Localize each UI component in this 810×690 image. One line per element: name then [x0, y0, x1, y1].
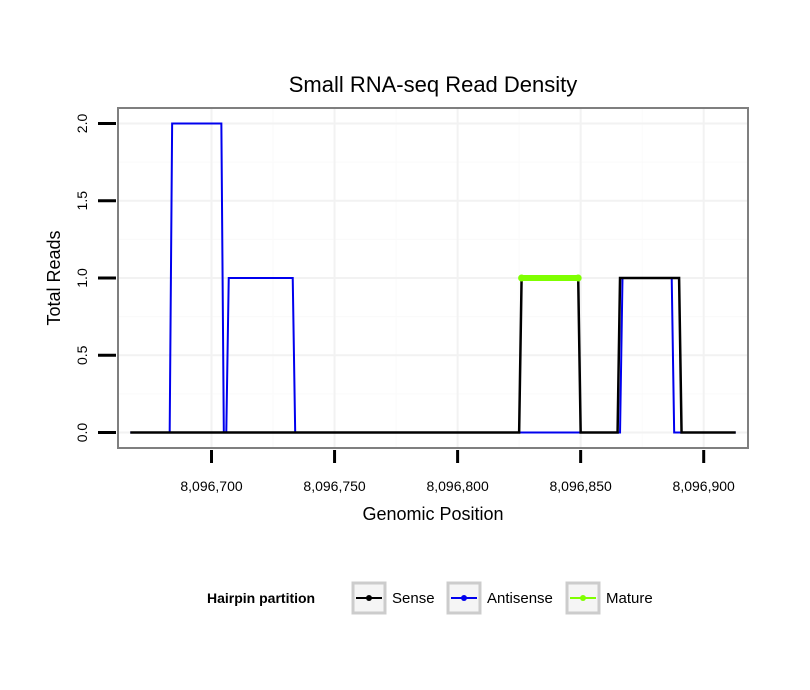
- y-axis-title: Total Reads: [44, 230, 64, 325]
- plot-border: [117, 107, 749, 449]
- legend-label-antisense: Antisense: [487, 590, 553, 607]
- legend: Hairpin partition Sense Antisense Mature: [207, 581, 653, 615]
- y-tick-label: 0.0: [74, 423, 90, 443]
- x-tick-label: 8,096,750: [303, 478, 365, 494]
- x-tick-label: 8,096,850: [550, 478, 612, 494]
- x-tick-label: 8,096,800: [426, 478, 488, 494]
- legend-dot-antisense: [461, 595, 467, 601]
- series-point-mature: [518, 274, 526, 282]
- x-axis: 8,096,700 8,096,750 8,096,800 8,096,850 8,09…: [180, 450, 735, 494]
- legend-label-sense: Sense: [392, 590, 435, 607]
- chart-title: Small RNA-seq Read Density: [289, 72, 578, 97]
- legend-item-mature: Mature: [565, 581, 653, 615]
- x-tick-label: 8,096,900: [673, 478, 735, 494]
- legend-label-mature: Mature: [606, 590, 653, 607]
- y-tick-label: 0.5: [74, 345, 90, 365]
- series-point-mature: [574, 274, 582, 282]
- legend-dot-mature: [580, 595, 586, 601]
- legend-title: Hairpin partition: [207, 590, 315, 606]
- series-line-sense: [130, 276, 736, 434]
- legend-item-sense: Sense: [351, 581, 435, 615]
- y-tick-label: 1.5: [74, 191, 90, 211]
- y-axis: 0.0 0.5 1.0 1.5 2.0: [74, 114, 116, 443]
- y-tick-label: 2.0: [74, 114, 90, 134]
- x-tick-label: 8,096,700: [180, 478, 242, 494]
- legend-item-antisense: Antisense: [446, 581, 553, 615]
- legend-dot-sense: [366, 595, 372, 601]
- y-tick-label: 1.0: [74, 268, 90, 288]
- series-layer: [130, 122, 736, 434]
- x-axis-title: Genomic Position: [362, 504, 503, 524]
